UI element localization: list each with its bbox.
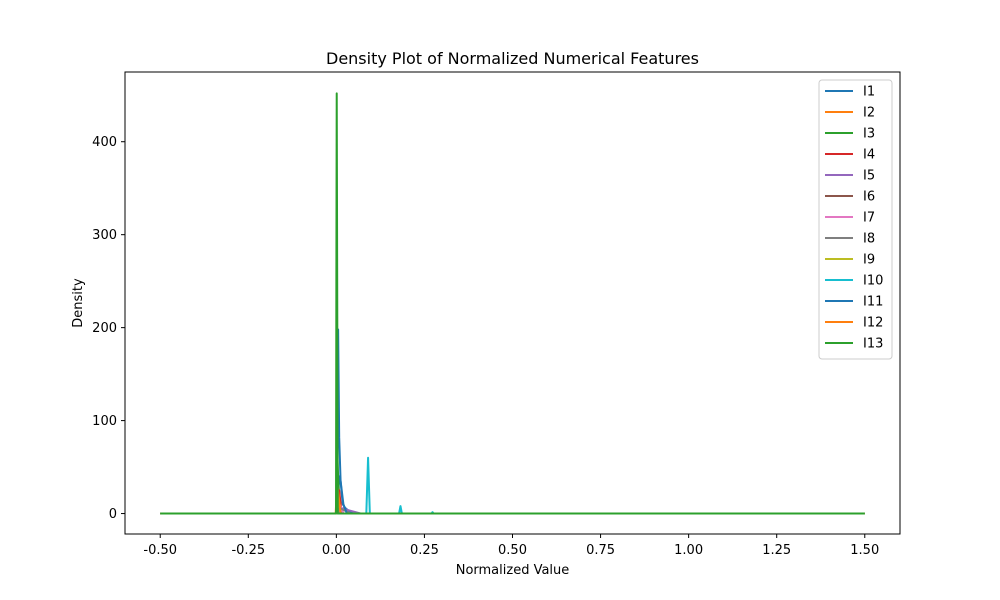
series-line-i13 — [160, 92, 865, 515]
series-line-i3 — [160, 456, 865, 515]
x-tick-label: 0.25 — [410, 543, 439, 558]
legend-label-i10: I10 — [863, 274, 883, 289]
x-axis: -0.50 -0.25 0.00 0.25 0.50 0.75 1.00 1.25 1.50 — [143, 534, 879, 558]
legend-label-i8: I8 — [863, 232, 875, 247]
series-line-i7 — [160, 499, 865, 515]
y-tick-label: 0 — [109, 507, 117, 522]
y-tick-label: 100 — [92, 414, 117, 429]
x-tick-label: 1.25 — [762, 543, 791, 558]
series-line-i11 — [160, 328, 865, 515]
series-line-i4 — [160, 489, 865, 515]
series-line-i12 — [160, 484, 865, 515]
legend-label-i5: I5 — [863, 169, 875, 184]
series-layer — [160, 92, 865, 515]
series-line-i10 — [160, 456, 865, 515]
legend: I1 I2 I3 I4 I5 I6 I7 I8 I9 I10 I11 I12 I13 — [818, 79, 893, 360]
x-tick-label: -0.50 — [143, 543, 177, 558]
chart-title: Density Plot of Normalized Numerical Fea… — [326, 49, 699, 68]
legend-box — [818, 79, 893, 360]
y-tick-label: 200 — [92, 321, 117, 336]
legend-label-i1: I1 — [863, 85, 875, 100]
x-tick-label: 1.00 — [674, 543, 703, 558]
x-tick-label: 0.00 — [322, 543, 351, 558]
legend-label-i11: I11 — [863, 295, 883, 310]
series-line-i1 — [160, 475, 865, 515]
y-axis-label: Density — [71, 278, 86, 328]
legend-label-i4: I4 — [863, 148, 875, 163]
x-axis-label: Normalized Value — [456, 563, 570, 578]
series-line-i9 — [160, 489, 865, 515]
legend-label-i2: I2 — [863, 106, 875, 121]
legend-label-i3: I3 — [863, 127, 875, 142]
y-tick-label: 300 — [92, 228, 117, 243]
x-tick-label: -0.25 — [231, 543, 265, 558]
legend-label-i12: I12 — [863, 316, 883, 331]
series-line-i2 — [160, 480, 865, 515]
legend-label-i7: I7 — [863, 211, 875, 226]
x-tick-label: 0.75 — [586, 543, 615, 558]
x-tick-label: 0.50 — [498, 543, 527, 558]
plot-frame — [124, 71, 901, 535]
legend-label-i9: I9 — [863, 253, 875, 268]
legend-label-i6: I6 — [863, 190, 875, 205]
series-line-i6 — [160, 501, 865, 515]
y-axis: 0 100 200 300 400 — [92, 135, 125, 522]
legend-label-i13: I13 — [863, 337, 883, 352]
x-tick-label: 1.50 — [850, 543, 879, 558]
y-tick-label: 400 — [92, 135, 117, 150]
